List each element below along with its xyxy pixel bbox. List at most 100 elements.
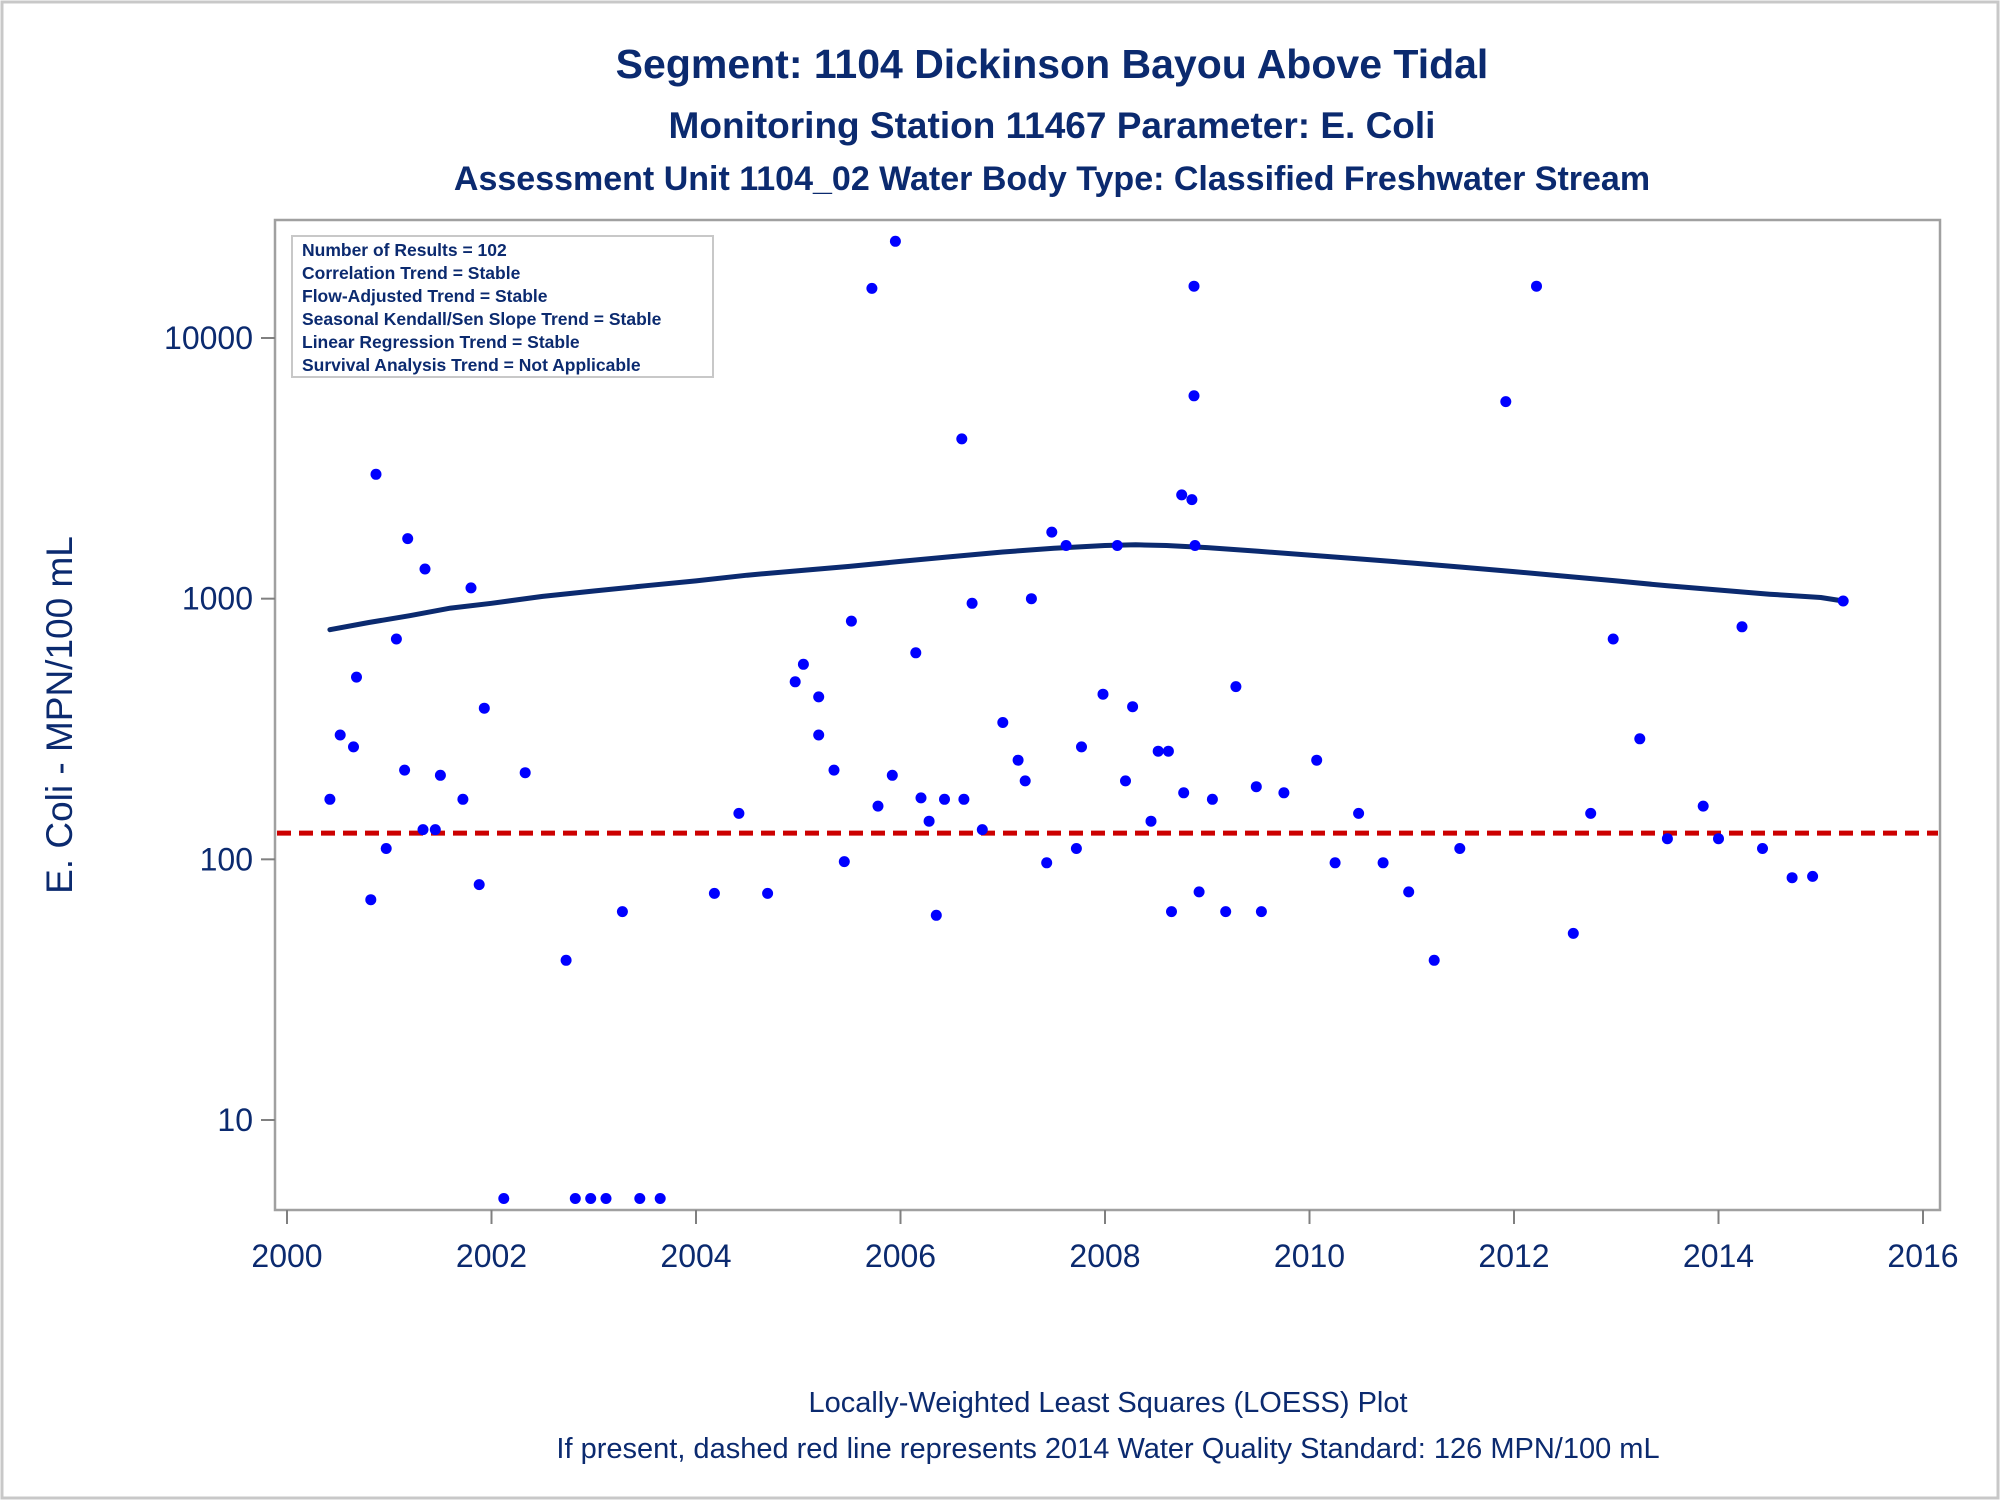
data-point: [1076, 741, 1087, 753]
chart-title: Segment: 1104 Dickinson Bayou Above Tida…: [616, 41, 1489, 87]
data-point: [1070, 843, 1082, 854]
data-point: [370, 468, 382, 480]
data-point: [930, 909, 942, 921]
legend-line: Flow-Adjusted Trend = Stable: [302, 286, 548, 306]
data-point: [473, 879, 485, 891]
legend-line: Survival Analysis Trend = Not Applicable: [302, 355, 641, 375]
x-axis: 2000 2002 2004 2006 2008 2010 2012 2014 2016: [251, 1210, 1959, 1274]
data-point: [478, 702, 490, 714]
data-point: [1634, 733, 1646, 745]
data-point: [762, 887, 774, 899]
data-point: [797, 658, 809, 670]
data-point: [399, 764, 411, 776]
data-point: [600, 1193, 612, 1204]
data-point: [457, 793, 469, 805]
data-point: [923, 815, 935, 827]
data-point: [465, 582, 477, 594]
data-point: [390, 633, 402, 645]
data-point: [1403, 886, 1415, 898]
data-point: [910, 647, 922, 659]
chart-subtitle: Monitoring Station 11467 Parameter: E. C…: [669, 105, 1436, 146]
x-tick-label: 2014: [1683, 1238, 1754, 1274]
data-point: [1255, 906, 1267, 918]
data-point: [324, 793, 336, 805]
data-point: [997, 717, 1009, 728]
data-point: [1250, 781, 1262, 793]
data-point: [1046, 526, 1058, 538]
x-tick-label: 2002: [456, 1238, 527, 1274]
data-point: [1697, 800, 1709, 812]
data-point: [1012, 754, 1024, 766]
data-point: [1278, 787, 1290, 799]
data-point: [838, 856, 850, 868]
data-point: [886, 769, 898, 781]
loess-trend-line: [327, 542, 1846, 633]
data-point: [1186, 494, 1198, 506]
data-point: [1353, 807, 1365, 819]
x-tick-label: 2006: [865, 1238, 936, 1274]
data-point: [498, 1193, 510, 1204]
data-point: [1025, 593, 1037, 605]
chart-subtitle-2: Assessment Unit 1104_02 Water Body Type:…: [454, 160, 1650, 198]
footnote-standard: If present, dashed red line represents 2…: [556, 1433, 1659, 1465]
data-point: [1428, 954, 1440, 966]
data-point: [958, 793, 970, 805]
data-point: [976, 824, 988, 836]
data-point: [380, 843, 392, 854]
y-tick-label: 10: [217, 1102, 253, 1138]
data-point: [789, 676, 801, 688]
data-point: [429, 824, 441, 836]
data-point: [1837, 595, 1849, 607]
data-point: [1162, 745, 1174, 757]
data-point: [708, 887, 720, 899]
data-point: [1166, 906, 1177, 918]
data-point: [1230, 681, 1242, 693]
data-point: [654, 1193, 666, 1204]
data-point: [1120, 775, 1131, 787]
data-point: [365, 894, 377, 906]
data-point: [1178, 787, 1190, 799]
data-point: [1176, 489, 1188, 501]
data-point: [348, 741, 359, 753]
x-tick-label: 2008: [1069, 1238, 1140, 1274]
data-point: [1145, 815, 1157, 827]
data-point: [417, 824, 429, 836]
data-point: [351, 671, 362, 683]
x-tick-label: 2010: [1274, 1238, 1345, 1274]
data-point: [434, 769, 446, 781]
data-point: [956, 433, 968, 445]
data-point: [1607, 633, 1619, 645]
data-point: [1531, 280, 1542, 292]
data-point: [1127, 701, 1139, 713]
data-point: [1111, 540, 1123, 551]
data-point: [915, 792, 927, 804]
data-point: [1060, 540, 1072, 551]
trend-legend: Number of Results = 102 Correlation Trend…: [291, 235, 714, 378]
data-point: [616, 906, 628, 918]
data-point: [634, 1193, 646, 1204]
data-point: [1041, 857, 1053, 869]
data-point: [334, 729, 346, 741]
x-tick-label: 2016: [1887, 1238, 1958, 1274]
data-point: [889, 235, 901, 247]
data-point: [560, 954, 572, 966]
data-point: [1193, 886, 1205, 898]
plot-area: [273, 218, 1942, 1212]
data-point: [1329, 857, 1341, 869]
data-point: [402, 533, 414, 545]
legend-box: [291, 235, 714, 378]
data-point: [966, 597, 978, 609]
data-point: [1377, 857, 1389, 869]
data-point: [1585, 807, 1597, 819]
y-tick-label: 100: [200, 841, 253, 877]
data-point: [845, 615, 857, 627]
data-point: [828, 764, 840, 776]
data-point: [733, 807, 745, 819]
data-point: [1757, 843, 1768, 854]
y-tick-label: 10000: [164, 320, 253, 356]
data-point: [872, 800, 884, 812]
data-points: [324, 235, 1849, 1204]
data-point: [813, 691, 825, 703]
